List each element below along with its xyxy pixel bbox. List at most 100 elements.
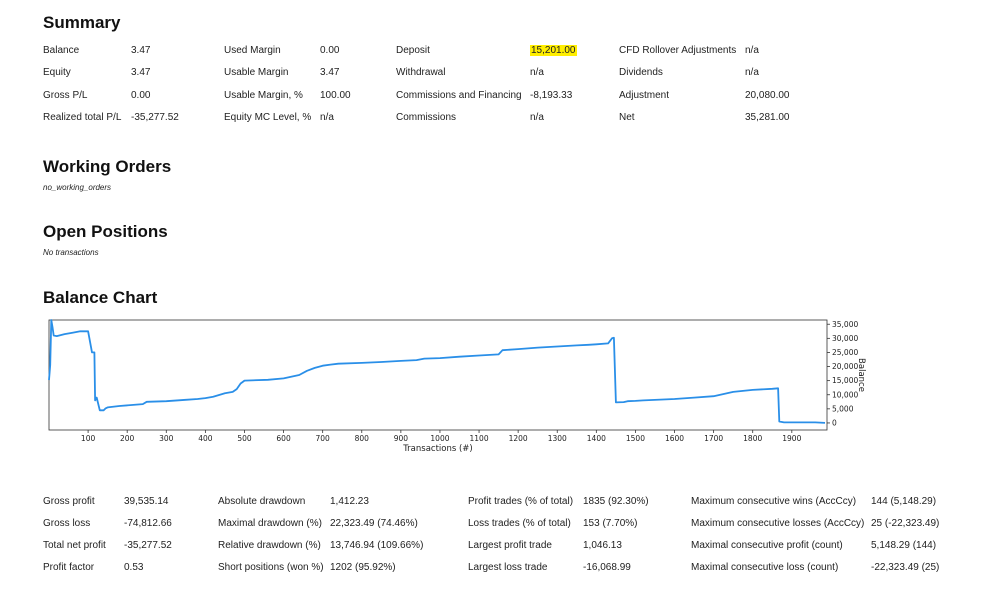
stat-value: -22,323.49 (25): [871, 562, 940, 573]
x-tick-label: 1700: [704, 434, 723, 443]
summary-value: 35,281.00: [745, 112, 790, 123]
summary-label: Equity: [43, 67, 71, 78]
x-tick-label: 1400: [587, 434, 606, 443]
summary-label: CFD Rollover Adjustments: [619, 45, 737, 56]
summary-label: Used Margin: [224, 45, 281, 56]
summary-value: -35,277.52: [131, 112, 179, 123]
y-tick-label: 5,000: [832, 404, 854, 413]
balance-chart: 100 200 300 400 500 600 700 800 900 1000 1100 1200 1…: [47, 318, 867, 458]
x-tick-label: 1300: [548, 434, 567, 443]
open-positions-note: No transactions: [43, 248, 99, 257]
working-orders-note: no_working_orders: [43, 183, 112, 192]
x-tick-label: 500: [237, 434, 252, 443]
working-orders-title: Working Orders: [43, 157, 172, 176]
y-axis-label: Balance: [856, 358, 866, 392]
y-tick-label: 10,000: [832, 390, 858, 399]
summary-value: n/a: [745, 45, 759, 56]
summary-value: -8,193.33: [530, 90, 573, 101]
x-tick-label: 1800: [743, 434, 762, 443]
summary-label: Adjustment: [619, 90, 670, 101]
y-tick-label: 30,000: [832, 334, 858, 343]
stat-label: Maximal consecutive loss (count): [691, 562, 839, 573]
x-tick-label: 1100: [470, 434, 489, 443]
summary-label: Deposit: [396, 45, 430, 56]
summary-label: Gross P/L: [43, 90, 88, 101]
summary-label: Usable Margin: [224, 67, 289, 78]
stat-label: Maximum consecutive wins (AccCcy): [691, 496, 857, 507]
summary-label: Commissions and Financing: [396, 90, 522, 101]
summary-value: n/a: [530, 112, 544, 123]
stat-value: 22,323.49 (74.46%): [330, 518, 418, 529]
summary-label: Equity MC Level, %: [224, 112, 312, 123]
stat-label: Profit factor: [43, 562, 95, 573]
summary-value: n/a: [530, 67, 544, 78]
stat-label: Loss trades (% of total): [468, 518, 571, 529]
x-axis-label: Transactions (#): [402, 444, 473, 454]
stat-value: -35,277.52: [124, 540, 172, 551]
summary-label: Usable Margin, %: [224, 90, 303, 101]
x-tick-label: 1600: [665, 434, 684, 443]
stat-value: 1202 (95.92%): [330, 562, 396, 573]
stat-label: Maximum consecutive losses (AccCcy): [691, 518, 865, 529]
stat-label: Maximal drawdown (%): [218, 518, 322, 529]
x-tick-label: 1500: [626, 434, 645, 443]
stat-label: Gross loss: [43, 518, 91, 529]
summary-label: Balance: [43, 45, 80, 56]
summary-value: 0.00: [131, 90, 151, 101]
stat-value: 1,046.13: [583, 540, 622, 551]
balance-line: [48, 319, 826, 424]
stat-label: Profit trades (% of total): [468, 496, 574, 507]
stat-value: 144 (5,148.29): [871, 496, 937, 507]
stat-value: 0.53: [124, 562, 144, 573]
balance-chart-svg: 100 200 300 400 500 600 700 800 900 1000 1100 1200 1…: [48, 319, 866, 454]
stat-value: -16,068.99: [583, 562, 631, 573]
y-tick-label: 25,000: [832, 348, 858, 357]
open-positions-title: Open Positions: [43, 222, 168, 241]
stat-value: 1,412.23: [330, 496, 369, 507]
stat-value: 39,535.14: [124, 496, 169, 507]
x-tick-label: 1000: [430, 434, 449, 443]
summary-value: 20,080.00: [745, 90, 790, 101]
stat-value: 1835 (92.30%): [583, 496, 649, 507]
summary-value: 3.47: [131, 45, 151, 56]
summary-title: Summary: [43, 13, 121, 32]
summary-value: n/a: [320, 112, 334, 123]
stat-value: 153 (7.70%): [583, 518, 638, 529]
x-tick-label: 900: [394, 434, 409, 443]
y-tick-label: 35,000: [832, 320, 858, 329]
x-tick-label: 600: [276, 434, 291, 443]
plot-frame: [48, 319, 828, 431]
summary-value: n/a: [745, 67, 759, 78]
balance-chart-title: Balance Chart: [43, 288, 158, 307]
stat-value: 5,148.29 (144): [871, 540, 937, 551]
stat-label: Largest loss trade: [468, 562, 548, 573]
stat-value: 13,746.94 (109.66%): [330, 540, 424, 551]
stat-label: Maximal consecutive profit (count): [691, 540, 843, 551]
summary-value: 15,201.00: [530, 45, 577, 57]
summary-value: 100.00: [320, 90, 351, 101]
stat-label: Absolute drawdown: [218, 496, 306, 507]
stat-label: Gross profit: [43, 496, 95, 507]
x-tick-label: 300: [159, 434, 174, 443]
summary-label: Withdrawal: [396, 67, 446, 78]
stat-value: -74,812.66: [124, 518, 172, 529]
stat-label: Largest profit trade: [468, 540, 552, 551]
deposit-highlight: 15,201.00: [530, 45, 577, 56]
summary-value: 0.00: [320, 45, 340, 56]
stat-label: Short positions (won %): [218, 562, 324, 573]
summary-label: Dividends: [619, 67, 663, 78]
stat-label: Relative drawdown (%): [218, 540, 321, 551]
summary-label: Realized total P/L: [43, 112, 122, 123]
summary-label: Net: [619, 112, 635, 123]
x-tick-label: 100: [81, 434, 96, 443]
x-tick-label: 700: [316, 434, 331, 443]
stat-label: Total net profit: [43, 540, 106, 551]
y-tick-label: 20,000: [832, 362, 858, 371]
x-tick-label: 1900: [782, 434, 801, 443]
x-tick-label: 400: [198, 434, 213, 443]
x-tick-label: 1200: [509, 434, 528, 443]
x-tick-label: 800: [355, 434, 370, 443]
summary-value: 3.47: [131, 67, 151, 78]
y-tick-label: 15,000: [832, 376, 858, 385]
y-tick-label: 0: [832, 419, 837, 428]
